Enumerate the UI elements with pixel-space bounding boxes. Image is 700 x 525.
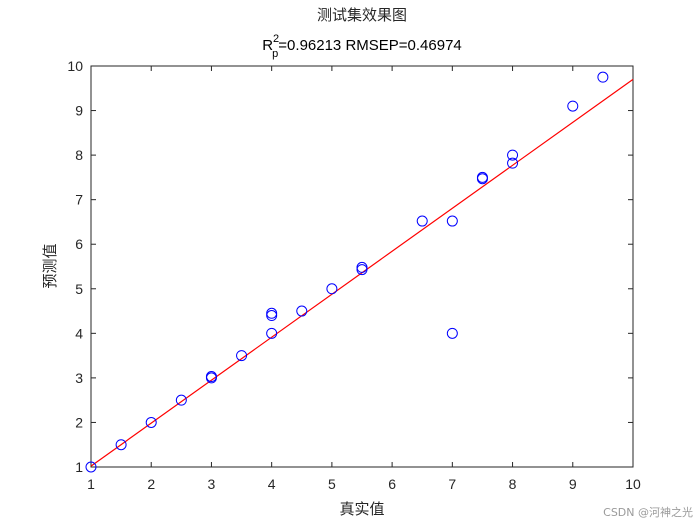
scatter-point: [326, 283, 338, 295]
y-tick-label: 7: [75, 192, 83, 208]
scatter-point: [507, 149, 519, 161]
scatter-point: [145, 416, 157, 428]
y-tick-label: 8: [75, 147, 83, 163]
scatter-point: [416, 215, 428, 227]
x-tick-label: 3: [208, 476, 216, 492]
chart-title: 测试集效果图: [317, 6, 407, 24]
subtitle-rest: =0.96213 RMSEP=0.46974: [278, 37, 461, 54]
scatter-point: [567, 100, 579, 112]
subtitle-superscript: 2: [273, 33, 279, 45]
x-tick-label: 2: [147, 476, 155, 492]
x-tick-label: 7: [448, 476, 456, 492]
subtitle-subscript: p: [272, 48, 278, 60]
x-tick-label: 6: [388, 476, 396, 492]
scatter-point: [85, 461, 97, 473]
x-tick-label: 10: [625, 476, 641, 492]
y-tick-label: 3: [75, 370, 83, 386]
y-tick-label: 9: [75, 103, 83, 119]
scatter-point: [446, 327, 458, 339]
y-tick-label: 2: [75, 414, 83, 430]
y-tick-label: 4: [75, 325, 83, 341]
y-tick-label: 10: [67, 58, 83, 74]
axis-ticks: 1 2 3 4 5 6 7 8 9 10 1 2 3 4 5 6 7 8 9 10: [67, 58, 641, 492]
scatter-point: [205, 371, 217, 383]
y-tick-label: 1: [75, 459, 83, 475]
plot-area: [90, 65, 634, 468]
subtitle-prefix: R: [262, 37, 273, 54]
scatter-point: [476, 171, 488, 183]
x-tick-label: 4: [268, 476, 276, 492]
x-tick-label: 9: [569, 476, 577, 492]
watermark-text: CSDN @河神之光: [603, 505, 693, 519]
x-tick-label: 1: [87, 476, 95, 492]
scatter-point: [446, 215, 458, 227]
scatter-points: [85, 71, 609, 473]
scatter-point: [115, 439, 127, 451]
chart-subtitle: R2 p=0.96213 RMSEP=0.46974: [262, 33, 462, 60]
scatter-point: [356, 261, 368, 273]
scatter-point: [266, 307, 278, 319]
y-tick-label: 6: [75, 236, 83, 252]
scatter-point: [296, 305, 308, 317]
scatter-point: [266, 327, 278, 339]
scatter-point: [175, 394, 187, 406]
x-axis-label: 真实值: [339, 500, 384, 518]
scatter-point: [597, 71, 609, 83]
scatter-point: [507, 157, 519, 169]
scatter-point: [236, 350, 248, 362]
x-tick-label: 5: [328, 476, 336, 492]
y-tick-label: 5: [75, 281, 83, 297]
y-axis-label: 预测值: [41, 243, 59, 288]
x-tick-label: 8: [509, 476, 517, 492]
